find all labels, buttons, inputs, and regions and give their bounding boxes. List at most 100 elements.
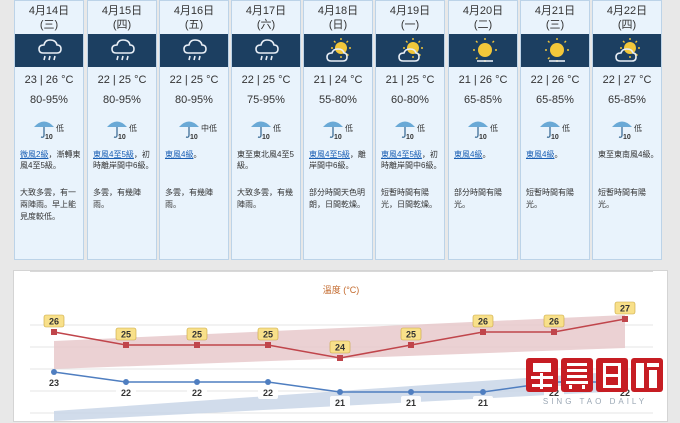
uv-level-text: 低 [56,124,64,133]
weather-icon-box [304,34,372,67]
weekday-label: (四) [112,19,132,31]
min-temp-point [265,379,271,385]
uv-level-text: 低 [562,124,570,133]
date-label: 4月14日 [28,5,70,17]
max-temp-label: 26 [549,317,559,327]
weekday-label: (六) [256,19,276,31]
wind-link[interactable]: 東風4級 [454,150,483,159]
wind-link[interactable]: 東風4至5級 [381,150,422,159]
wind-rest-text: 。 [554,150,563,159]
min-temp-label: 21 [478,398,488,408]
min-temp-label: 22 [121,388,131,398]
svg-text:10: 10 [190,134,198,140]
chart-title: 溫度 (°C) [323,284,360,295]
wind-rest-text: ，離岸間中6級。 [309,150,366,170]
max-temp-label-box [400,327,422,341]
wind-rest-text: 。 [193,150,202,159]
wind-text: 東風4級。 [165,149,227,160]
max-temp-point [480,329,486,335]
weather-icon-box [521,34,589,67]
max-temp-point [51,329,57,335]
min-temp-label-box [187,386,207,399]
humidity-range: 80-95% [175,94,213,106]
temperature-range: 21 | 24 °C [313,74,363,86]
temperature-chart-panel: 溫度 (°C) 26 25 25 25 24 25 26 26 27 23 22 22 22 21 21 21 2… [13,270,668,422]
max-temp-label: 25 [121,330,131,340]
forecast-card: 4月20日 (二) 21 | 26 °C 65-85% 10 低 東風4級。 部分時… [448,0,518,260]
forecast-date: 4月18日 (日) [304,4,372,32]
weather-icon-box [449,34,517,67]
max-temp-point [265,342,271,348]
temperature-range: 22 | 25 °C [97,74,147,86]
max-temp-label-box [329,340,351,354]
weather-description: 部分時間天色明朗，日間乾燥。 [309,188,365,209]
weather-icon-box [376,34,444,67]
forecast-card: 4月16日 (五) 22 | 25 °C 80-95% 10 中低 東風4級。 多雲… [159,0,229,260]
min-temp-label-box [44,376,64,389]
min-temp-label-box [116,386,136,399]
wind-text: 東風4至5級，初時離岸間中6級。 [93,149,155,171]
min-temp-point [51,369,57,375]
weekday-label: (三) [545,19,565,31]
date-label: 4月20日 [462,5,504,17]
max-temp-point [194,342,200,348]
wind-link[interactable]: 東風4級 [165,150,194,159]
weekday-label: (三) [39,19,59,31]
wind-link[interactable]: 東風4至5級 [93,150,134,159]
uv-level-text: 低 [417,124,425,133]
weather-icon-box [88,34,156,67]
uv-level-text: 低 [345,124,353,133]
wind-text: 東至東南風4級。 [598,149,660,160]
weekday-label: (一) [400,19,420,31]
humidity-range: 80-95% [103,94,141,106]
forecast-date: 4月19日 (一) [376,4,444,32]
wind-text: 微風2級，漸轉東風4至5級。 [20,149,82,171]
max-temp-label: 26 [478,317,488,327]
date-label: 4月21日 [534,5,576,17]
svg-text:10: 10 [118,134,126,140]
temperature-range: 22 | 26 °C [530,74,580,86]
forecast-card: 4月18日 (日) 21 | 24 °C 55-80% 10 低 東風4至5級，離岸… [303,0,373,260]
weather-description: 大致多雲，有幾陣雨。 [237,188,293,209]
wind-rest-text: ，初時離岸間中6級。 [381,150,442,170]
temperature-range: 21 | 26 °C [458,74,508,86]
temperature-range: 22 | 27 °C [602,74,652,86]
min-temp-label: 23 [49,378,59,388]
weather-description: 多雲，有幾陣雨。 [93,188,141,209]
min-temp-point [408,389,414,395]
humidity-range: 60-80% [391,94,429,106]
max-temp-label-box [614,301,636,315]
weather-description: 部分時間有陽光。 [454,188,502,209]
forecast-card: 4月14日 (三) 23 | 26 °C 80-95% 10 低 微風2級，漸轉東風… [14,0,84,260]
max-temp-label-box [543,314,565,328]
forecast-date: 4月22日 (四) [593,4,661,32]
min-temp-label: 21 [406,398,416,408]
watermark-caption: SING TAO DAILY [542,397,648,406]
forecast-date: 4月14日 (三) [15,4,83,32]
humidity-range: 65-85% [464,94,502,106]
humidity-range: 65-85% [536,94,574,106]
weather-description: 短暫時間有陽光，日間乾燥。 [381,188,437,209]
weekday-label: (五) [184,19,204,31]
max-temp-label: 27 [620,304,630,314]
date-label: 4月19日 [389,5,431,17]
max-temp-label: 25 [192,330,202,340]
wind-link[interactable]: 東風4至5級 [309,150,350,159]
min-temp-label-box [473,396,493,409]
forecast-date: 4月15日 (四) [88,4,156,32]
weather-description: 短暫時間有陽光。 [526,188,574,209]
wind-link[interactable]: 東風4級 [526,150,555,159]
min-temp-label-box [401,396,421,409]
wind-text: 東風4級。 [526,149,588,160]
min-temp-label-box [330,396,350,409]
temperature-range: 23 | 26 °C [24,74,74,86]
forecast-date: 4月17日 (六) [232,4,300,32]
wind-text: 東至東北風4至5級。 [237,149,299,171]
svg-text:10: 10 [623,134,631,140]
humidity-range: 55-80% [319,94,357,106]
date-label: 4月16日 [173,5,215,17]
temperature-chart: 溫度 (°C) 26 25 25 25 24 25 26 26 27 23 22 22 22 21 21 21 2… [30,271,653,421]
min-temp-point [123,379,129,385]
wind-link[interactable]: 微風2級 [20,150,49,159]
uv-level-text: 低 [490,124,498,133]
